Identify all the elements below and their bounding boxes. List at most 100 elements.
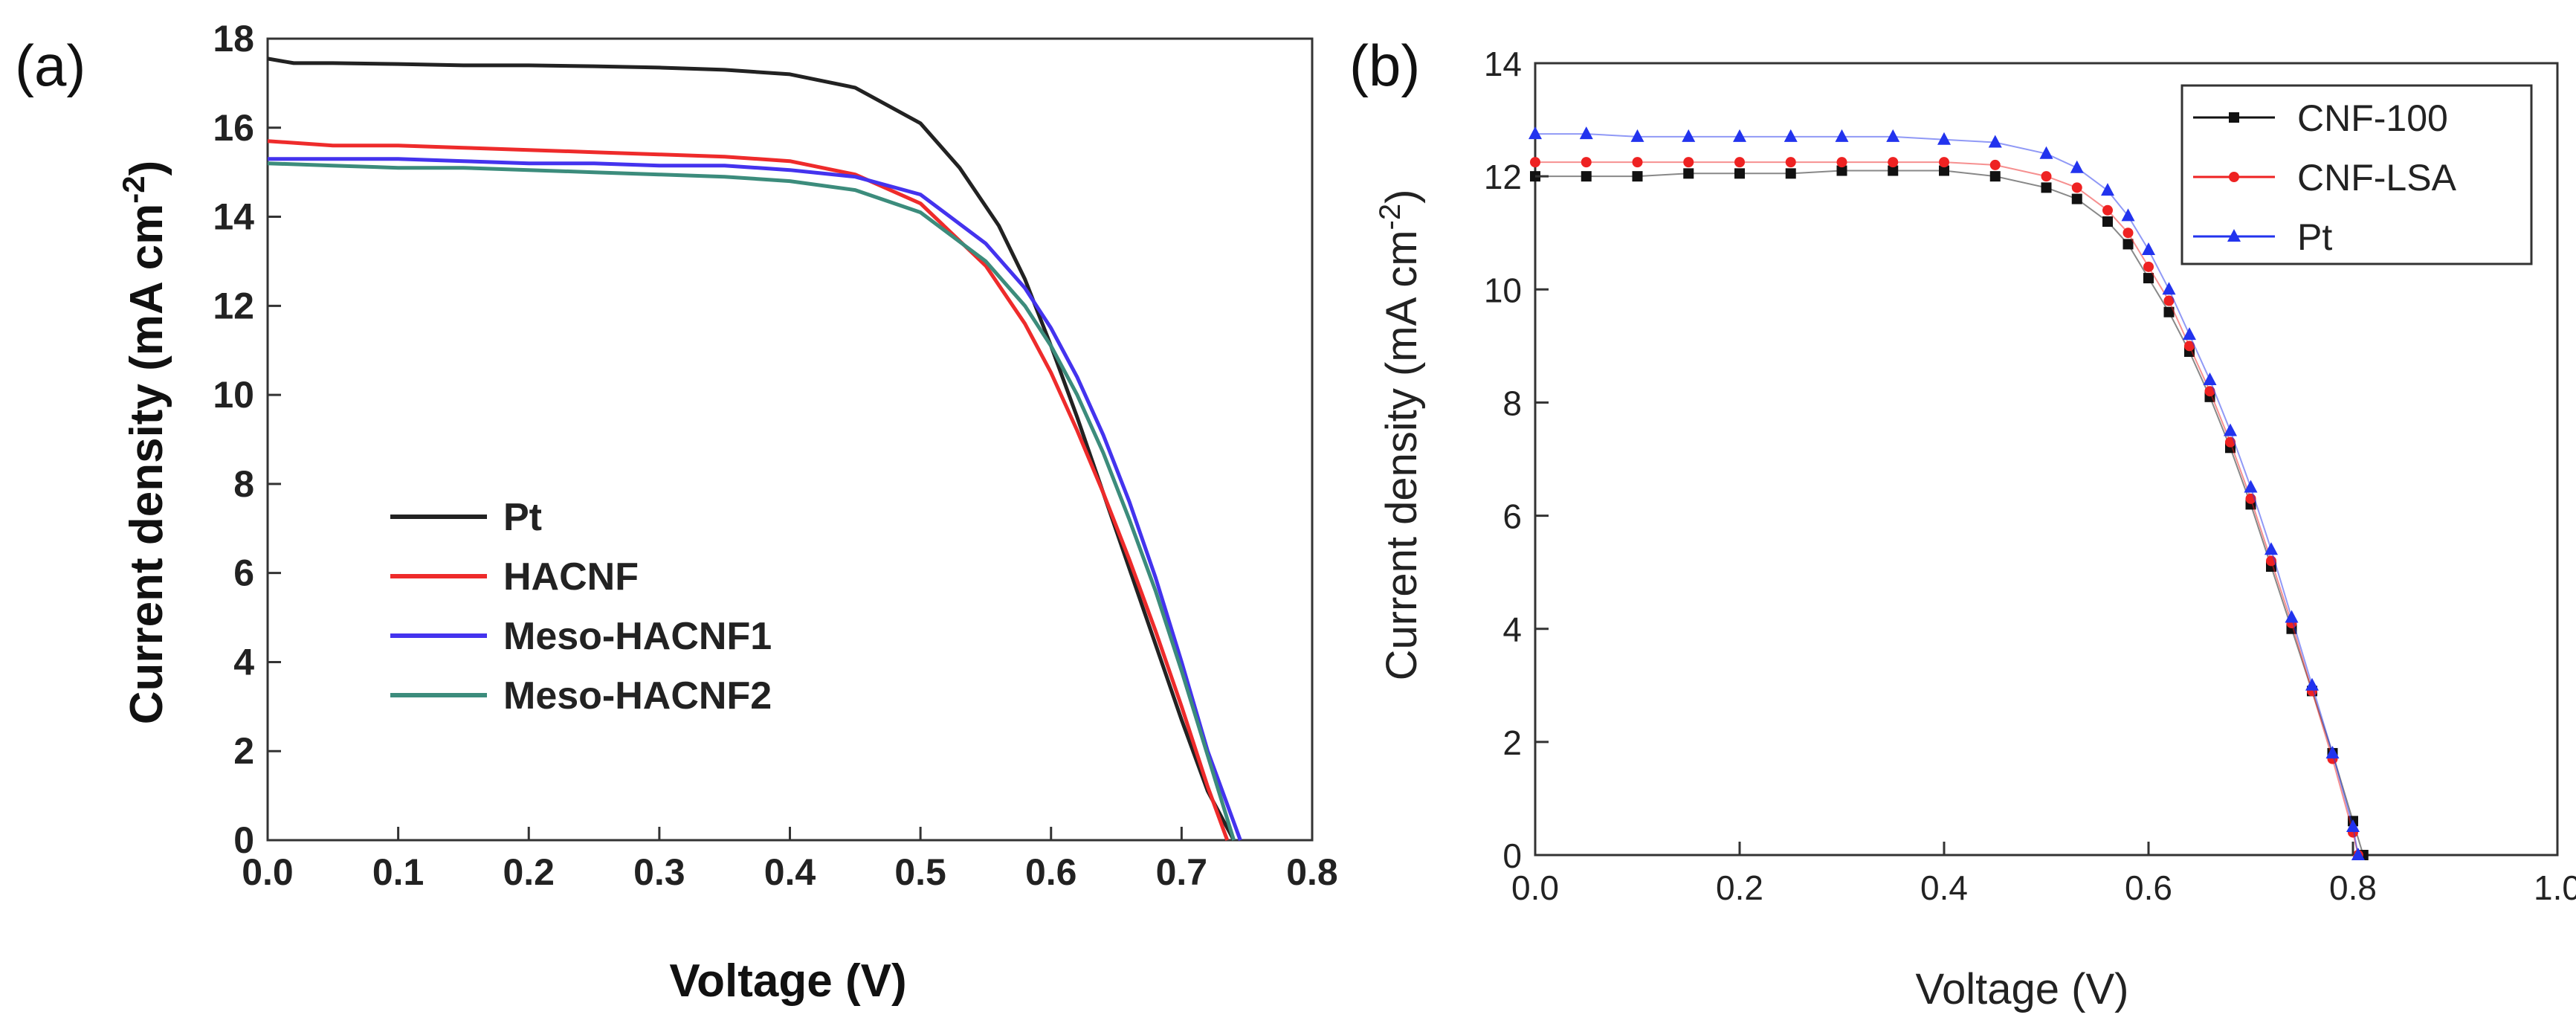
b-series-cnf-lsa-line (1535, 161, 2359, 856)
panel-b-y-axis-title: Current density (mA cm-2) (1374, 190, 1426, 681)
a-legend-label-meso-hacnf1: Meso-HACNF1 (503, 615, 772, 658)
b-series-pt-point (2121, 208, 2135, 222)
b-series-cnf-100-point (1632, 171, 1643, 182)
b-series-cnf-lsa-point (1989, 159, 2001, 170)
b-legend-marker-pt (2227, 229, 2241, 242)
a-y-tick-label: 12 (213, 285, 254, 326)
b-series-pt-point (1579, 126, 1593, 140)
b-series-pt-point (1783, 129, 1798, 142)
b-series-pt-point (1988, 135, 2002, 148)
b-series-pt-point (1682, 129, 1696, 142)
panel-b-label: (b) (1349, 33, 1420, 98)
b-series-pt-point (2101, 183, 2114, 196)
panel-a-legend: Pt HACNF Meso-HACNF1 Meso-HACNF2 (390, 496, 772, 717)
a-legend-label-hacnf: HACNF (503, 555, 639, 599)
b-series-pt-point (2070, 160, 2084, 173)
a-series-pt-line (267, 57, 1236, 842)
b-legend-marker-cnf-lsa (2229, 172, 2239, 182)
b-series-pt-point (1630, 129, 1644, 142)
a-y-tick-label: 0 (233, 819, 254, 861)
panel-a-y-axis-title-main: Current density (mA cm (121, 204, 172, 725)
b-series-cnf-100-point (2123, 239, 2134, 250)
b-series-cnf-100-point (1581, 171, 1592, 182)
b-series-cnf-lsa-point (1785, 157, 1796, 168)
a-y-tick-label: 6 (233, 552, 254, 594)
a-x-tick-label: 0.6 (1025, 851, 1077, 893)
a-x-tick-label: 0.0 (242, 851, 294, 893)
b-series-cnf-lsa-point (2204, 386, 2215, 397)
b-legend-frame (2180, 84, 2533, 265)
b-y-tick-label: 8 (1502, 384, 1522, 422)
a-y-tick-label: 16 (213, 107, 254, 149)
b-series-cnf-lsa-point (1734, 157, 1745, 168)
b-series-cnf-lsa-point (1581, 157, 1592, 168)
b-series-cnf-100-point (1785, 168, 1796, 179)
b-y-tick-label: 14 (1484, 45, 1522, 83)
panel-a-y-axis-title-sup: -2 (116, 175, 151, 203)
a-x-tick-label: 0.8 (1286, 851, 1338, 893)
b-plot-frame (1534, 62, 2559, 857)
panel-b-y-axis-title-close: ) (1378, 190, 1426, 204)
b-series-pt-point (2325, 746, 2340, 759)
a-x-tick-label: 0.3 (633, 851, 685, 893)
panel-b-y-axis-title-main: Current density (mA cm (1378, 230, 1426, 680)
b-series-cnf-lsa-point (1939, 157, 1949, 168)
b-series-pt-point (2346, 819, 2360, 832)
b-y-tick-label: 10 (1484, 271, 1522, 309)
b-x-tick-label: 0.8 (2329, 868, 2377, 907)
b-series-pt-point (2351, 848, 2365, 860)
b-series-pt-point (1937, 132, 1951, 145)
a-x-tick-label: 0.4 (764, 851, 816, 893)
a-y-tick-label: 10 (213, 374, 254, 416)
panel-a-plot-area (266, 37, 1314, 842)
b-series-cnf-lsa-point (2071, 182, 2082, 193)
a-x-tick-label: 0.5 (894, 851, 946, 893)
b-series-cnf-lsa-point (2041, 171, 2052, 182)
b-x-tick-label: 0.4 (1920, 868, 1968, 907)
panel-a-label: (a) (15, 33, 85, 98)
b-series-pt-point (1733, 129, 1746, 142)
b-series-pt-point (2183, 327, 2196, 341)
panel-a-y-axis-title-close: ) (121, 161, 172, 176)
b-series-cnf-100-point (2163, 306, 2175, 317)
b-series-cnf-100-point (1683, 168, 1694, 179)
b-series-cnf-lsa-point (2184, 341, 2195, 352)
a-y-tick-label: 2 (233, 730, 254, 772)
b-series-cnf-100-point (1989, 171, 2001, 182)
a-y-tick-label: 8 (233, 463, 254, 505)
b-series-pt-line (1535, 133, 2359, 856)
b-series-cnf-lsa-point (2102, 204, 2113, 216)
b-y-tick-label: 2 (1502, 723, 1522, 762)
b-legend-label-cnf-100: CNF-100 (2297, 97, 2448, 139)
b-series-pt-point (2305, 677, 2319, 691)
panel-b-ticks: 0.0 0.2 0.4 0.6 0.8 1.0 0 2 4 6 8 10 12 14 (1484, 45, 2576, 907)
b-series-cnf-lsa-point (1632, 157, 1643, 168)
panel-a: (a) 0.0 0.1 0.2 0.3 0.4 0.5 0.6 0.7 0.8 0 2 4 6 8 10 12… (15, 18, 1338, 1007)
panel-b-plot-area (1529, 62, 2559, 860)
b-x-tick-label: 1.0 (2534, 868, 2576, 907)
b-series-cnf-lsa-point (1683, 157, 1694, 168)
b-series-cnf-lsa-point (1530, 157, 1540, 168)
b-y-tick-label: 12 (1484, 158, 1522, 196)
b-series-cnf-100-point (2041, 182, 2052, 193)
panel-b: (b) 0.0 0.2 0.4 0.6 0.8 1.0 0 2 4 6 8 10 12 14 Voltag… (1349, 33, 2576, 1013)
b-series-pt-point (1835, 129, 1849, 142)
b-series-pt-point (2203, 373, 2217, 385)
a-x-tick-label: 0.7 (1156, 851, 1208, 893)
a-series-hacnf-line (267, 139, 1230, 841)
b-y-tick-label: 6 (1502, 497, 1522, 536)
b-series-pt-point (2142, 242, 2155, 256)
b-series-cnf-100-point (1939, 165, 1949, 176)
b-series-cnf-100-point (1734, 168, 1745, 179)
b-series-cnf-lsa-point (2123, 228, 2134, 239)
panel-b-legend: CNF-100 CNF-LSA Pt (2180, 84, 2533, 265)
b-series-cnf-100-line (1535, 170, 2364, 856)
panel-a-x-axis-title: Voltage (V) (669, 955, 906, 1007)
a-series-meso-hacnf1-line (268, 157, 1242, 841)
b-legend-label-cnf-lsa: CNF-LSA (2297, 157, 2457, 199)
a-y-tick-label: 4 (233, 641, 254, 683)
a-series-meso-hacnf2-line (267, 161, 1236, 841)
b-series-pt-point (2265, 542, 2278, 555)
panel-a-ticks: 0.0 0.1 0.2 0.3 0.4 0.5 0.6 0.7 0.8 0 2 4 6 8 10 12 14 16… (213, 18, 1337, 893)
